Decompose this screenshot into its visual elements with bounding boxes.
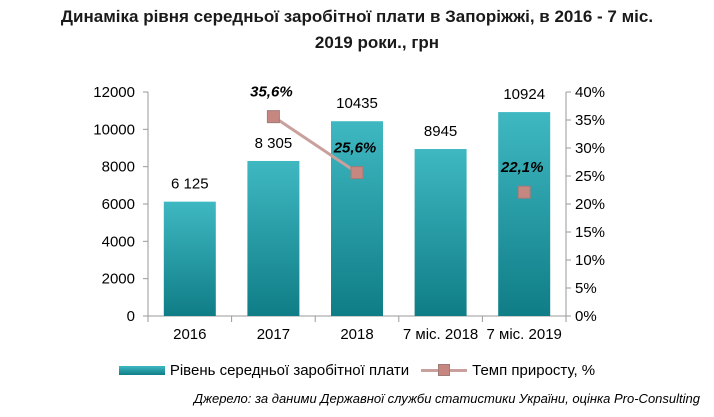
legend-swatch-bar — [118, 365, 165, 375]
legend-item-salary: Рівень середньої заробітної плати — [118, 361, 410, 379]
growth-line-segment — [272, 115, 358, 174]
x-tick-label: 2017 — [257, 326, 290, 343]
source-note: Джерело: за даними Державної служби стат… — [193, 391, 700, 406]
y2-tick-label: 5% — [575, 280, 597, 297]
legend: Рівень середньої заробітної плати Темп п… — [0, 358, 714, 382]
chart-title-line-1: Динаміка рівня середньої заробітної плат… — [60, 7, 654, 26]
legend-label-growth: Темп приросту, % — [472, 361, 596, 379]
growth-marker — [350, 166, 364, 180]
legend-label-salary: Рівень середньої заробітної плати — [169, 361, 410, 379]
bar-value-label: 10435 — [336, 95, 378, 112]
x-tick-label: 2016 — [173, 326, 206, 343]
y2-tick-label: 15% — [575, 224, 605, 241]
bar — [331, 121, 383, 316]
x-tick-label: 7 міс. 2018 — [403, 326, 478, 343]
growth-value-label: 25,6% — [333, 140, 377, 157]
x-tick-label: 7 міс. 2019 — [487, 326, 562, 343]
growth-value-label: 35,6% — [250, 84, 293, 101]
legend-swatch-line — [421, 364, 468, 376]
y2-tick-label: 40% — [575, 84, 605, 101]
bars — [163, 112, 551, 317]
y-tick-label: 2000 — [102, 271, 135, 288]
data-labels: 6 125 8 305 10435 8945 10924 35,6% 25,6% 22,1% — [171, 84, 545, 193]
bar-value-label: 10924 — [503, 86, 545, 103]
bar — [163, 201, 216, 316]
y-tick-label: 8000 — [102, 159, 135, 176]
y-tick-label: 6000 — [102, 196, 135, 213]
bar-value-label: 6 125 — [171, 176, 209, 193]
y-tick-label: 0 — [127, 308, 135, 325]
y2-tick-label: 20% — [575, 196, 605, 213]
axes: 0 2000 4000 6000 8000 10000 12000 0% 5% 10% 15% 20%… — [93, 84, 605, 343]
growth-marker — [266, 110, 280, 124]
legend-item-growth: Темп приросту, % — [421, 362, 595, 379]
y2-tick-label: 10% — [575, 252, 605, 269]
bar-value-label: 8 305 — [255, 135, 293, 152]
y-tick-label: 4000 — [102, 233, 135, 250]
growth-marker — [517, 185, 531, 199]
y2-tick-label: 0% — [575, 308, 597, 325]
bar — [498, 112, 551, 317]
chart-title: Динаміка рівня середньої заробітної плат… — [0, 4, 714, 56]
y2-tick-label: 25% — [575, 168, 605, 185]
bar-value-label: 8945 — [424, 123, 457, 140]
growth-line — [266, 110, 531, 199]
x-tick-label: 2018 — [340, 326, 373, 343]
bar — [414, 149, 467, 316]
growth-value-label: 22,1% — [500, 159, 544, 176]
y2-tick-label: 30% — [575, 140, 605, 157]
chart-title-line-2: 2019 роки., грн — [314, 33, 440, 52]
bar — [247, 160, 300, 316]
y2-tick-label: 35% — [575, 112, 605, 129]
y-tick-label: 10000 — [93, 121, 135, 138]
y-tick-label: 12000 — [93, 84, 135, 101]
